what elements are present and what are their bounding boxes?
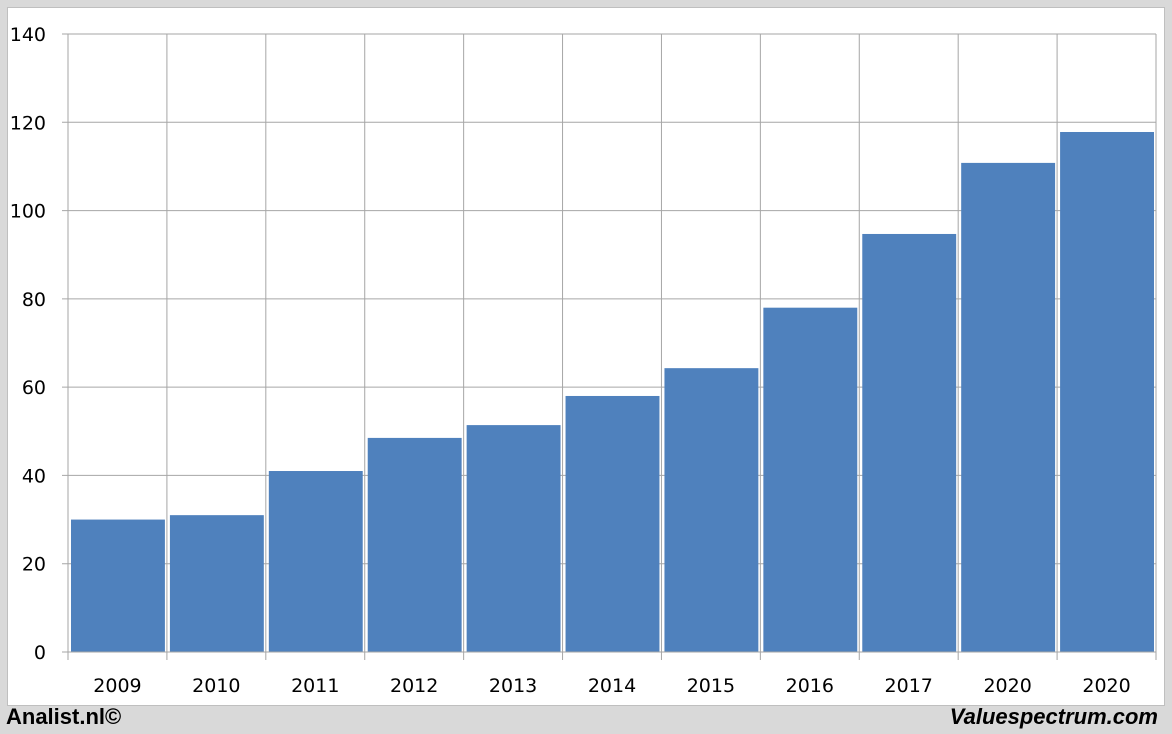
x-tick-label: 2015 (687, 675, 735, 697)
bar (268, 471, 363, 652)
bar (664, 368, 759, 652)
bar (466, 425, 561, 652)
y-tick-label: 120 (10, 112, 46, 134)
x-tick-label: 2010 (192, 675, 240, 697)
x-tick-label: 2011 (291, 675, 339, 697)
y-tick-label: 80 (22, 289, 46, 311)
x-tick-label: 2009 (93, 675, 141, 697)
y-tick-label: 100 (10, 201, 46, 223)
bar (565, 395, 660, 652)
bar (1060, 131, 1154, 653)
bar (763, 307, 858, 652)
x-tick-label: 2020 (1082, 675, 1130, 697)
x-tick-label: 2017 (885, 675, 933, 697)
valuespectrum-credit: Valuespectrum.com (949, 704, 1158, 729)
y-tick-label: 20 (22, 554, 46, 576)
x-tick-label: 2016 (786, 675, 834, 697)
y-tick-label: 60 (22, 377, 46, 399)
bar (169, 515, 264, 652)
x-tick-label: 2012 (390, 675, 438, 697)
bar (367, 437, 462, 652)
y-tick-label: 0 (34, 642, 46, 664)
bar (862, 233, 957, 652)
x-tick-label: 2013 (489, 675, 537, 697)
x-tick-label: 2020 (983, 675, 1031, 697)
bar (71, 519, 165, 652)
analist-credit: Analist.nl© (6, 704, 122, 729)
y-tick-label: 140 (10, 24, 46, 46)
x-tick-label: 2014 (588, 675, 636, 697)
y-tick-label: 40 (22, 465, 46, 487)
bar (961, 162, 1056, 652)
